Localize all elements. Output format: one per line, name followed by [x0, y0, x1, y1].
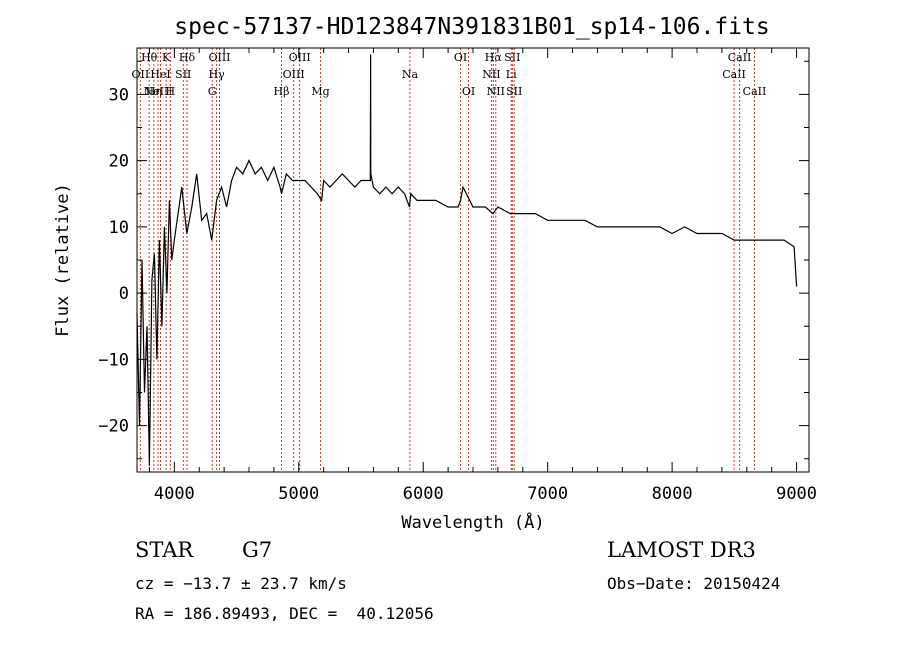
line-label-22: Li — [506, 68, 517, 81]
line-label-15: Mg — [311, 85, 329, 98]
plot-frame — [136, 47, 810, 473]
x-tick-label-0: 4000 — [154, 484, 195, 504]
line-label-9: G — [208, 85, 217, 98]
x-tick-label-4: 8000 — [652, 484, 693, 504]
spectrum-line — [136, 54, 798, 466]
line-label-23: SII — [504, 51, 520, 64]
line-label-0: OII — [132, 68, 150, 81]
line-label-8: Hδ — [179, 51, 196, 64]
x-tick-label-1: 5000 — [278, 484, 319, 504]
y-tick-label-1: −10 — [98, 350, 129, 370]
line-label-21: NII — [487, 85, 505, 98]
line-label-20: Hα — [485, 51, 503, 64]
x-tick-label-5: 9000 — [776, 484, 817, 504]
line-label-14: OIII — [289, 51, 311, 64]
line-label-26: CaII — [728, 51, 752, 64]
y-tick-label-5: 30 — [109, 85, 129, 105]
spectrum-chart: spec-57137-HD123847N391831B01_sp14-106.f… — [53, 14, 817, 533]
chart-title: spec-57137-HD123847N391831B01_sp14-106.f… — [174, 14, 769, 40]
line-label-4: HeI — [150, 68, 170, 81]
line-label-16: Na — [402, 68, 419, 81]
redshift-velocity: cz = −13.7 ± 23.7 km/s — [135, 574, 347, 593]
line-label-19: NII — [482, 68, 500, 81]
line-label-17: OI — [454, 51, 467, 64]
y-tick-label-3: 10 — [109, 218, 129, 238]
sky-coordinates: RA = 186.89493, DEC = 40.12056 — [135, 604, 434, 623]
line-label-25: CaII — [722, 68, 746, 81]
line-label-10: Hγ — [209, 68, 226, 81]
y-tick-label-4: 20 — [109, 152, 129, 172]
line-label-7: SII — [175, 68, 191, 81]
object-subclass: G7 — [242, 538, 273, 562]
line-label-3: NeIII — [143, 85, 172, 98]
x-tick-label-3: 7000 — [527, 484, 568, 504]
y-axis-label: Flux (relative) — [53, 183, 73, 337]
y-tick-label-2: 0 — [119, 284, 129, 304]
survey-name: LAMOST DR3 — [607, 538, 756, 562]
line-label-11: OIII — [208, 51, 230, 64]
line-label-13: OIII — [283, 68, 305, 81]
line-label-12: Hβ — [274, 85, 290, 98]
x-axis-label: Wavelength (Å) — [401, 511, 544, 533]
line-label-18: OI — [462, 85, 475, 98]
line-label-5: K — [162, 51, 171, 64]
observation-date: Obs−Date: 20150424 — [607, 574, 781, 593]
line-label-27: CaII — [743, 85, 767, 98]
x-tick-label-2: 6000 — [403, 484, 444, 504]
object-class: STAR — [135, 538, 194, 562]
line-label-24: SII — [506, 85, 522, 98]
line-label-6: H — [166, 85, 176, 98]
y-tick-label-0: −20 — [98, 417, 129, 437]
